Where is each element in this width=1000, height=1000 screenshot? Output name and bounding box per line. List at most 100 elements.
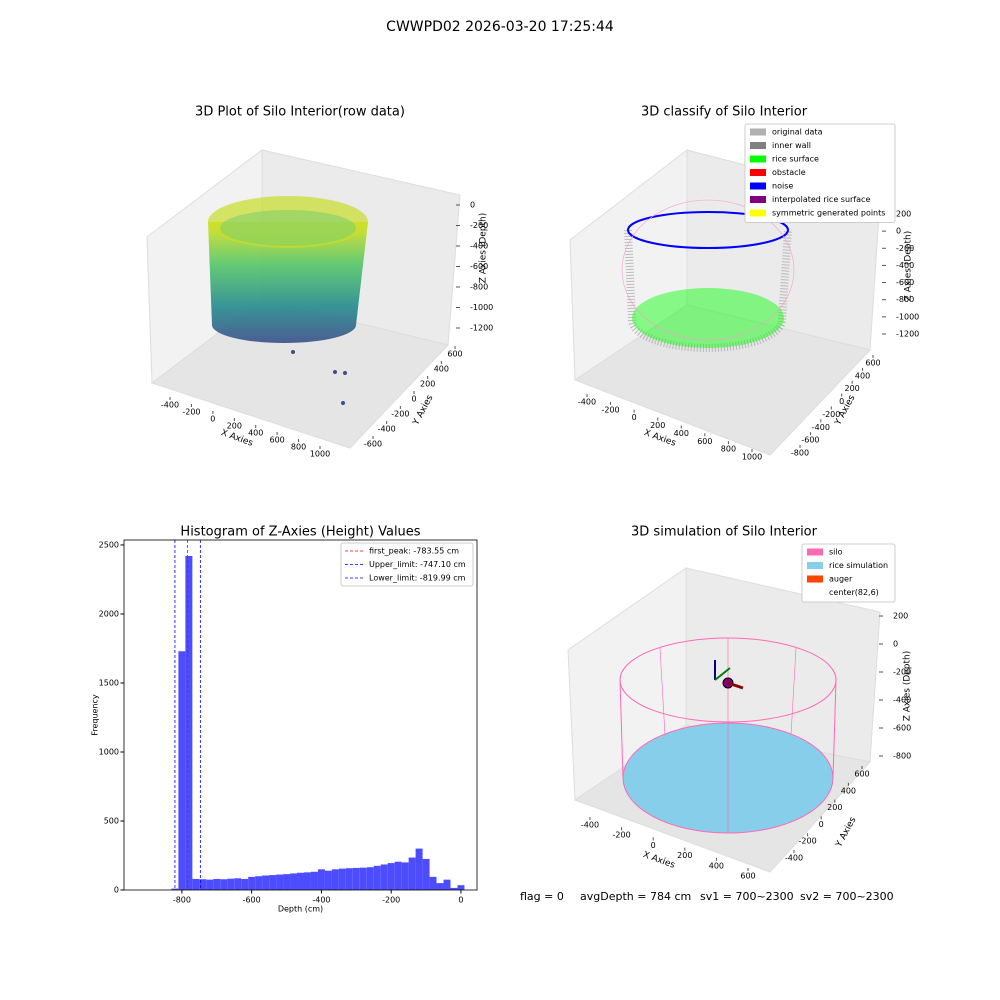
bar: [415, 848, 423, 890]
bar: [366, 867, 374, 890]
z-tick-label: -600: [470, 262, 488, 271]
x-tick-label: -400: [161, 401, 179, 410]
legend-swatch: [750, 169, 766, 176]
x-tick-label: 0: [651, 841, 656, 850]
chart-title: 3D Plot of Silo Interior(row data): [195, 105, 405, 120]
y-tick-label: -600: [801, 436, 819, 445]
y-tick-label: 2000: [99, 609, 119, 618]
y-tick-label: -200: [799, 837, 817, 846]
bar: [297, 872, 304, 890]
status-text: avgDepth = 784 cm: [580, 890, 691, 903]
x-tick-label: 200: [227, 422, 242, 431]
bar: [199, 879, 207, 890]
legend-label: rice surface: [772, 155, 819, 164]
x-tick-label: -200: [613, 831, 631, 840]
bar: [408, 857, 416, 890]
y-tick-label: 1500: [99, 678, 119, 687]
bar: [450, 887, 458, 890]
x-tick-label: 400: [674, 429, 689, 438]
bar: [443, 879, 451, 890]
x-tick-label: 600: [697, 437, 712, 446]
x-tick-label: -400: [312, 896, 330, 905]
x-tick-label: 200: [650, 421, 665, 430]
y-tick-label: 1000: [99, 747, 119, 756]
legend-swatch: [807, 562, 823, 569]
bar: [324, 870, 332, 890]
z-axis-label: Z Axies (Depth): [903, 651, 913, 722]
z-axis-label: Z Axies (Depth): [479, 213, 489, 284]
bar: [380, 864, 388, 890]
z-tick-label: 0: [893, 640, 898, 649]
bar: [213, 878, 221, 890]
bar: [234, 878, 242, 890]
bar: [310, 871, 318, 890]
z-tick-label: -600: [893, 724, 911, 733]
bar: [345, 868, 353, 890]
x-tick-label: 0: [632, 413, 637, 422]
bar: [387, 863, 395, 890]
x-tick-label: -400: [578, 398, 596, 407]
legend-label: original data: [772, 128, 823, 137]
x-tick-label: 600: [270, 436, 285, 445]
status-text: sv1 = 700~2300: [700, 890, 794, 903]
legend-label: center(82,6): [829, 588, 879, 597]
z-tick-label: -400: [896, 261, 914, 270]
y-tick-label: 0: [839, 397, 844, 406]
bar: [331, 869, 339, 890]
z-tick-label: -600: [896, 278, 914, 287]
x-tick-label: 0: [210, 415, 215, 424]
legend-swatch: [807, 575, 823, 583]
x-tick-label: -200: [382, 896, 400, 905]
z-axis-label: Z Axies (Depth): [904, 231, 914, 302]
status-text: flag = 0: [520, 890, 564, 903]
bar: [171, 888, 179, 890]
legend-swatch: [750, 155, 766, 163]
z-tick-label: -800: [896, 295, 914, 304]
legend-swatch: [750, 196, 766, 203]
z-tick-label: -1000: [896, 312, 919, 321]
bar: [248, 876, 256, 890]
legend-swatch: [807, 548, 823, 556]
bar: [227, 878, 235, 890]
legend-label: noise: [772, 182, 793, 191]
legend-label: rice simulation: [829, 561, 888, 570]
x-tick-label: 1000: [310, 450, 330, 459]
legend-box: [744, 123, 896, 223]
y-axis-label: Frequency: [91, 694, 100, 736]
legend-label: Lower_limit: -819.99 cm: [369, 574, 466, 583]
z-tick-label: -400: [893, 696, 911, 705]
legend-swatch: [807, 589, 823, 596]
x-tick-label: -200: [182, 408, 200, 417]
legend-label: auger: [829, 575, 853, 584]
x-tick-label: -800: [173, 896, 191, 905]
chart-title: 3D simulation of Silo Interior: [631, 525, 818, 540]
bar: [269, 875, 277, 890]
y-tick-label: 400: [434, 365, 449, 374]
bar: [394, 861, 402, 890]
z-tick-label: -1000: [470, 303, 493, 312]
bar: [262, 875, 270, 890]
x-tick-label: 800: [721, 445, 736, 454]
y-tick-label: 500: [104, 816, 119, 825]
z-tick-label: -1200: [470, 324, 493, 333]
bar: [283, 874, 291, 890]
x-tick-label: -200: [601, 405, 619, 414]
suptitle: CWWPD02 2026-03-20 17:25:44: [386, 19, 614, 35]
y-tick-label: 600: [865, 359, 880, 368]
y-tick-label: 200: [827, 803, 842, 812]
bar: [359, 867, 367, 890]
bar: [401, 862, 409, 890]
x-axis-label: Depth (cm): [278, 905, 323, 914]
legend-box: [801, 543, 896, 603]
z-tick-label: -200: [893, 668, 911, 677]
y-tick-label: 200: [420, 380, 435, 389]
y-tick-label: 0: [819, 820, 824, 829]
bar: [317, 869, 325, 890]
pane-chart-4: [567, 567, 881, 873]
bar: [457, 885, 465, 890]
x-tick-label: -400: [581, 821, 599, 830]
y-tick-label: -400: [378, 425, 396, 434]
bar: [276, 874, 284, 890]
y-tick-label: 400: [855, 371, 870, 380]
